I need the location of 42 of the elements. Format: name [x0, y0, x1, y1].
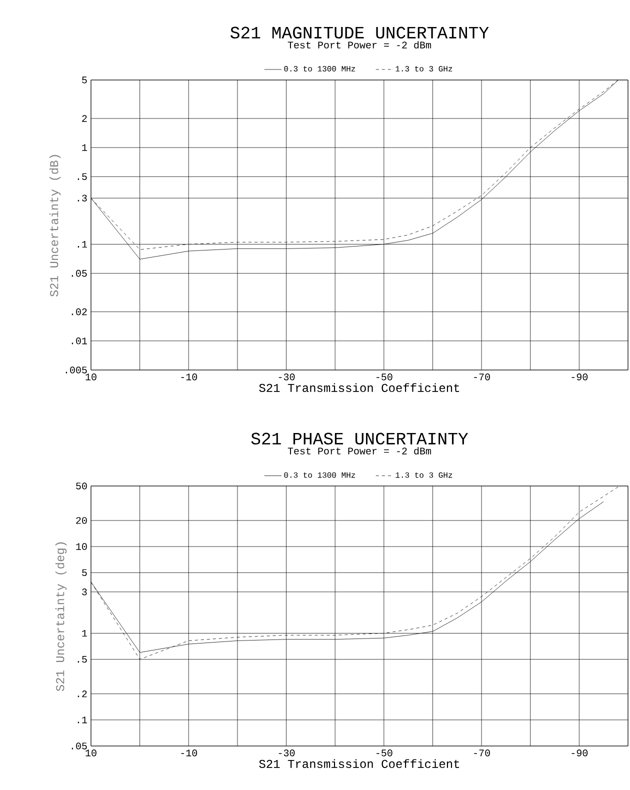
x-tick-label: -30 — [278, 750, 295, 756]
x-tick-label: -90 — [572, 750, 588, 756]
chart-title: S21 PHASE UNCERTAINTY — [251, 432, 468, 445]
chart-subtitle: Test Port Power = -2 dBm — [288, 447, 431, 454]
legend-label: 0.3 to 1300 MHz — [284, 472, 356, 478]
y-axis-title: S21 Uncertainty (deg) — [55, 542, 67, 692]
y-tick-label: .005 — [66, 366, 87, 374]
x-tick-label: -30 — [278, 374, 295, 380]
y-tick-label: .5 — [78, 656, 87, 663]
y-tick-label: 5 — [82, 569, 87, 576]
chart-title: S21 MAGNITUDE UNCERTAINTY — [230, 26, 489, 39]
y-tick-label: .1 — [78, 240, 87, 248]
y-tick-label: .02 — [72, 308, 87, 316]
y-tick-label: .5 — [78, 173, 87, 180]
x-axis-title: S21 Transmission Coefficient — [259, 383, 460, 392]
x-tick-label: -70 — [474, 750, 490, 756]
y-tick-label: .01 — [72, 338, 87, 344]
y-tick-label: .05 — [72, 742, 87, 750]
y-tick-label: 20 — [76, 517, 87, 524]
y-tick-label: 1 — [82, 144, 87, 151]
legend-label: 1.3 to 3 GHz — [396, 66, 452, 72]
chart-subtitle: Test Port Power = -2 dBm — [288, 41, 431, 48]
y-tick-label: 2 — [82, 115, 87, 122]
x-tick-label: -50 — [376, 750, 392, 756]
y-tick-label: 5 — [82, 76, 87, 84]
legend-label: 0.3 to 1300 MHz — [284, 66, 356, 72]
x-tick-label: -70 — [474, 374, 490, 380]
x-tick-label: -50 — [376, 374, 392, 380]
y-tick-label: .05 — [72, 270, 87, 277]
legend-label: 1.3 to 3 GHz — [396, 472, 452, 478]
x-tick-label: -90 — [572, 374, 588, 380]
x-axis-title: S21 Transmission Coefficient — [259, 759, 460, 768]
x-tick-label: -10 — [181, 374, 198, 380]
y-tick-label: 50 — [76, 482, 87, 490]
y-tick-label: .3 — [78, 194, 87, 202]
y-axis-title: S21 Uncertainty (dB) — [49, 155, 61, 297]
y-tick-label: .1 — [78, 716, 87, 724]
y-tick-label: .2 — [78, 690, 87, 698]
x-tick-label: -10 — [181, 750, 198, 756]
y-tick-label: 3 — [82, 588, 87, 596]
y-tick-label: 1 — [82, 630, 87, 637]
y-tick-label: 10 — [76, 543, 87, 550]
